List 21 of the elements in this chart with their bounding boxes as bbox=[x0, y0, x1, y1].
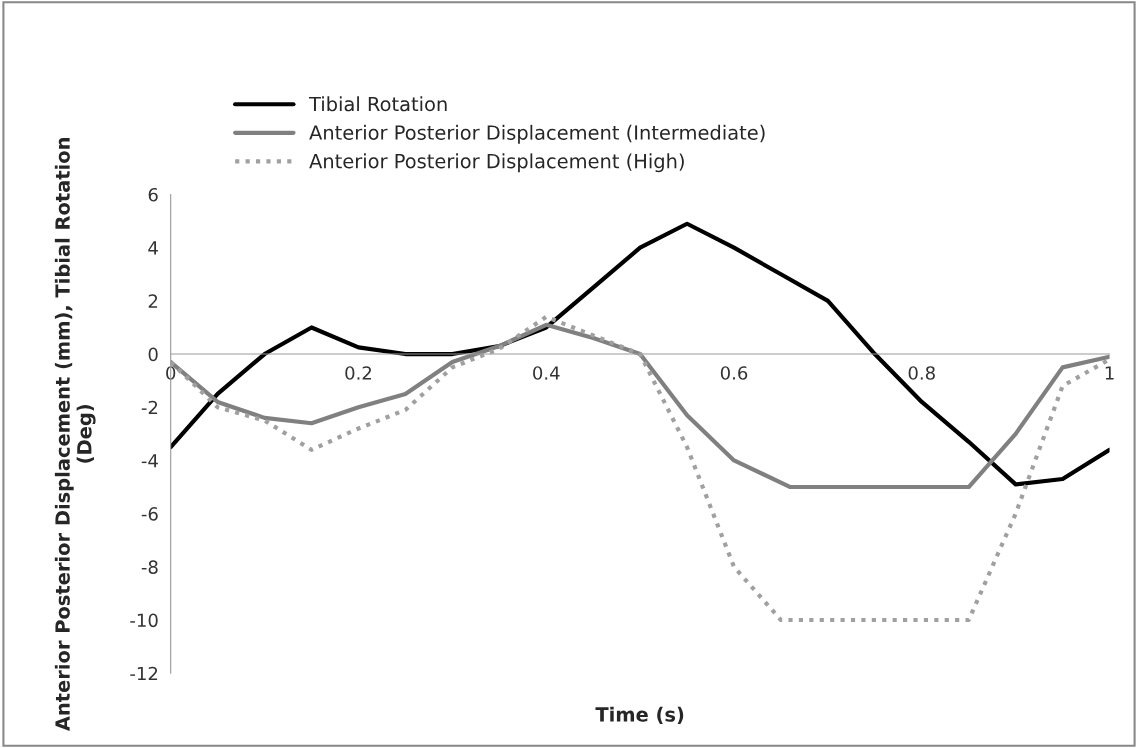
x-tick-label: 0.4 bbox=[533, 366, 560, 380]
x-tick-label: 0.6 bbox=[720, 366, 748, 380]
y-axis-title: Anterior Posterior Displacement (mm), Tibial Rotation (Deg) bbox=[54, 138, 96, 732]
y-tick-label: -6 bbox=[141, 507, 158, 521]
x-tick-label: 0.8 bbox=[908, 366, 935, 380]
y-tick-label: -10 bbox=[130, 613, 158, 628]
y-tick-label: -4 bbox=[141, 454, 158, 468]
x-tick-label: 1 bbox=[1105, 366, 1114, 380]
y-tick-label: 0 bbox=[148, 347, 158, 362]
y-tick-label: 6 bbox=[148, 187, 158, 202]
legend-label: Tibial Rotation bbox=[308, 96, 447, 112]
y-tick-label: -12 bbox=[130, 666, 158, 681]
legend-label: Anterior Posterior Displacement (Intermediate) bbox=[309, 124, 765, 144]
y-tick-label: -8 bbox=[141, 560, 158, 574]
y-tick-label: 4 bbox=[148, 241, 158, 255]
x-tick-label: 0.2 bbox=[345, 366, 372, 380]
legend-label: Anterior Posterior Displacement (High) bbox=[309, 153, 684, 173]
y-tick-label: 2 bbox=[148, 294, 158, 308]
x-tick-label: 0 bbox=[166, 366, 176, 380]
x-axis-title: Time (s) bbox=[595, 706, 684, 725]
y-tick-label: -2 bbox=[141, 400, 158, 415]
